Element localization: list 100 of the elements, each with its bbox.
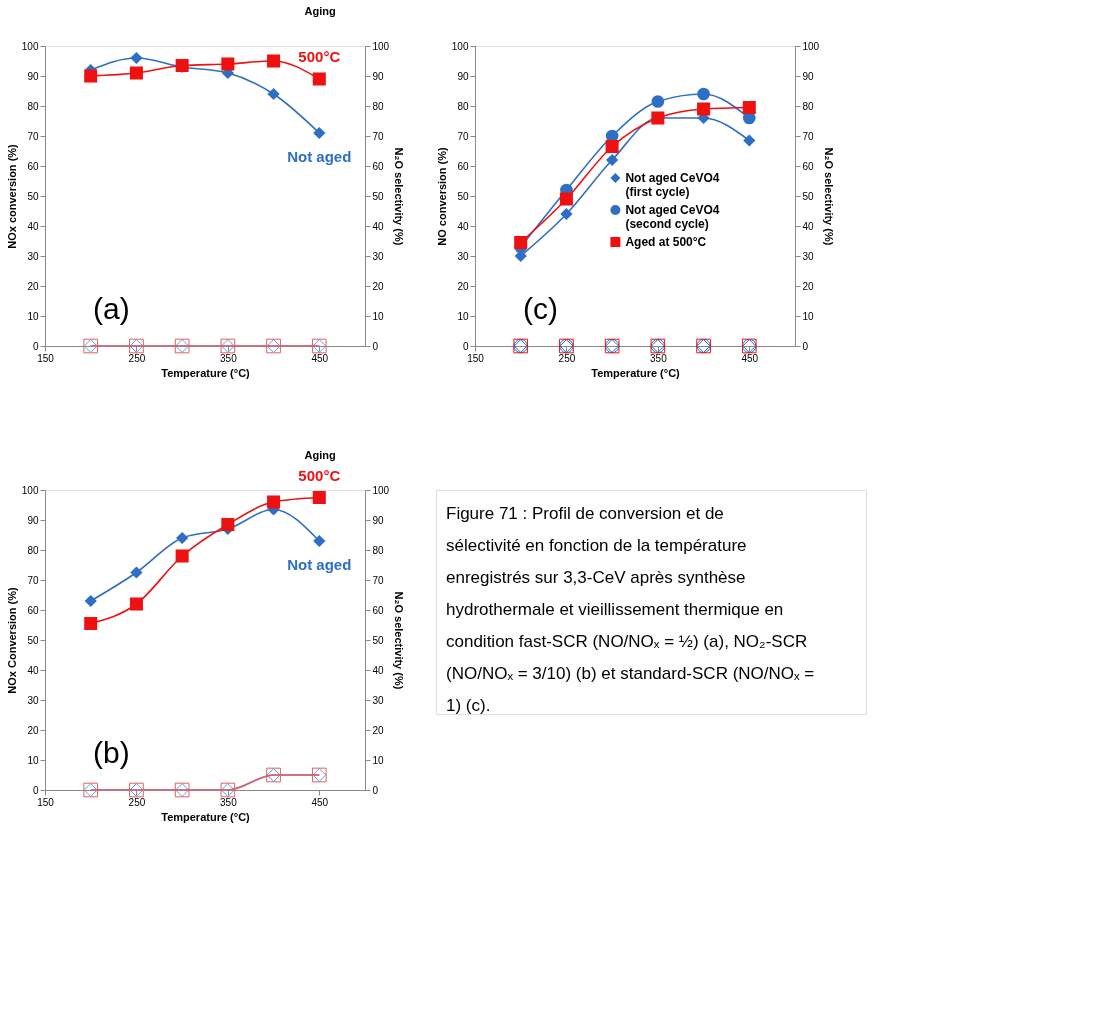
y-tick-label: 80 <box>27 100 39 112</box>
y2-tick-label: 100 <box>372 484 390 496</box>
x-tick-label: 150 <box>37 796 55 808</box>
y-tick-label: 60 <box>457 160 469 172</box>
point <box>560 207 573 221</box>
y2-tick-label: 20 <box>372 280 385 292</box>
x-tick-label: 350 <box>220 796 238 808</box>
annotation: (a) <box>93 292 130 325</box>
y2-tick-label: 90 <box>802 70 815 82</box>
y2-tick-label: 0 <box>372 340 379 352</box>
y-tick-label: 20 <box>27 280 39 292</box>
y-tick-label: 80 <box>457 100 469 112</box>
legend-label: Not aged CeVO4 (first cycle) <box>625 171 720 199</box>
y-tick-label: 100 <box>21 40 39 52</box>
point <box>129 597 143 611</box>
point <box>605 139 619 154</box>
y-tick-label: 30 <box>27 694 39 706</box>
y2-tick-label: 50 <box>372 190 385 202</box>
y2-axis-title: N₂O selectivity (%) <box>823 147 836 246</box>
y-axis-title: NOx conversion (%) <box>5 143 18 249</box>
y-tick-label: 30 <box>27 250 39 262</box>
y-tick-label: 10 <box>457 310 469 322</box>
series-label: Not aged <box>287 148 352 165</box>
y2-tick-label: 70 <box>802 130 815 142</box>
series-label: 500°C <box>298 466 341 484</box>
y-tick-label: 100 <box>21 484 39 496</box>
y2-tick-label: 60 <box>372 604 385 616</box>
y-tick-label: 100 <box>451 40 469 52</box>
y-tick-label: 40 <box>457 220 469 232</box>
point <box>697 102 711 116</box>
y-tick-label: 60 <box>27 160 39 172</box>
y2-tick-label: 30 <box>372 694 385 706</box>
point <box>743 134 756 147</box>
y2-tick-label: 50 <box>372 634 385 646</box>
series-label: Not aged <box>287 556 352 573</box>
x-tick-label: 450 <box>311 796 329 808</box>
y-tick-label: 60 <box>27 604 39 616</box>
point <box>221 517 235 532</box>
y-axis-title: NOx Conversion (%) <box>5 587 18 694</box>
y2-tick-label: 40 <box>802 220 815 232</box>
point <box>129 66 143 80</box>
y2-tick-label: 40 <box>372 220 385 232</box>
point <box>651 95 665 108</box>
y2-tick-label: 0 <box>802 340 809 352</box>
point <box>313 534 326 548</box>
y2-tick-label: 10 <box>372 754 385 766</box>
caption: Figure 71 : Profil de conversion et de sélectivité en fonction de la température enregistrés sur 3,3-CeV après synthèse hydrothermale et vieillissement thermique en condition fast-SCR (NO/NOₓ = ½) (a), NO₂-SCR (NO/NOₓ = 3/10) (b) et standard-SCR (NO/NOₓ = 1) (c). <box>446 504 815 715</box>
point <box>130 51 143 65</box>
point <box>697 87 710 101</box>
y-tick-label: 40 <box>27 664 39 676</box>
y-tick-label: 20 <box>457 280 469 292</box>
x-tick-label: 250 <box>558 352 576 364</box>
x-tick-label: 350 <box>220 352 238 364</box>
x-tick-label: 250 <box>128 796 146 808</box>
y-tick-label: 90 <box>27 70 39 82</box>
y-tick-label: 10 <box>27 310 39 322</box>
point <box>742 100 756 115</box>
y-tick-label: 50 <box>27 190 39 202</box>
point <box>176 531 189 545</box>
x-tick-label: 450 <box>741 352 759 364</box>
y2-tick-label: 70 <box>372 574 385 586</box>
x-tick-label: 450 <box>311 352 329 364</box>
y2-tick-label: 30 <box>802 250 815 262</box>
legend-label: Not aged CeVO4 (second cycle) <box>625 203 720 231</box>
y2-tick-label: 10 <box>802 310 815 322</box>
legend-label: Aged at 500°C <box>625 235 707 249</box>
y2-axis-title: N₂O selectivity (%) <box>393 591 406 690</box>
y2-tick-label: 100 <box>802 40 820 52</box>
y-tick-label: 70 <box>27 130 39 142</box>
x-tick-label: 150 <box>37 352 55 364</box>
y2-tick-label: 80 <box>372 544 385 556</box>
x-tick-label: 150 <box>467 352 485 364</box>
y-tick-label: 50 <box>457 190 469 202</box>
point <box>175 549 189 563</box>
point <box>313 126 326 140</box>
point <box>84 616 98 631</box>
y2-tick-label: 90 <box>372 70 385 82</box>
y-axis-title: NO conversion (%) <box>435 146 448 246</box>
y-tick-label: 90 <box>27 514 39 526</box>
point <box>559 192 573 206</box>
series-label: 500°C <box>298 48 341 65</box>
text: Aging <box>304 449 336 461</box>
point <box>312 490 326 505</box>
y2-tick-label: 20 <box>802 280 815 292</box>
y2-tick-label: 40 <box>372 664 385 676</box>
point <box>267 54 281 68</box>
x-axis-title: Temperature (°C) <box>161 366 251 379</box>
x-axis-title: Temperature (°C) <box>161 810 251 823</box>
point <box>267 495 281 509</box>
y-tick-label: 20 <box>27 724 39 736</box>
y2-tick-label: 60 <box>802 160 815 172</box>
x-axis-title: Temperature (°C) <box>591 366 681 379</box>
y-tick-label: 10 <box>27 754 39 766</box>
y-tick-label: 80 <box>27 544 39 556</box>
point <box>130 566 143 579</box>
text: Aging <box>304 5 336 17</box>
point <box>221 57 235 71</box>
y-tick-label: 70 <box>27 574 39 586</box>
y-tick-label: 70 <box>457 130 469 142</box>
y2-tick-label: 70 <box>372 130 385 142</box>
